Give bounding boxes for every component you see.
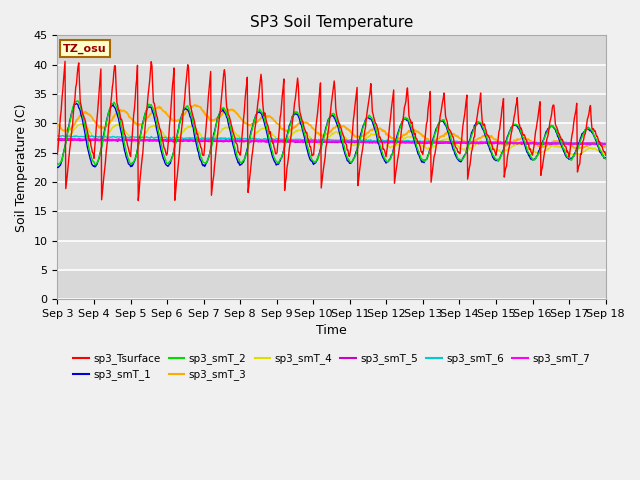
Y-axis label: Soil Temperature (C): Soil Temperature (C) [15, 103, 28, 231]
Bar [58, 211, 605, 240]
Bar [58, 153, 605, 182]
Bar [58, 94, 605, 123]
Bar [58, 270, 605, 299]
Title: SP3 Soil Temperature: SP3 Soil Temperature [250, 15, 413, 30]
Text: TZ_osu: TZ_osu [63, 43, 106, 53]
Legend: sp3_Tsurface, sp3_smT_1, sp3_smT_2, sp3_smT_3, sp3_smT_4, sp3_smT_5, sp3_smT_6, : sp3_Tsurface, sp3_smT_1, sp3_smT_2, sp3_… [69, 349, 594, 384]
X-axis label: Time: Time [316, 324, 347, 337]
Bar [58, 65, 605, 94]
Bar [58, 240, 605, 270]
Bar [58, 123, 605, 153]
Bar [58, 182, 605, 211]
Bar [58, 36, 605, 65]
